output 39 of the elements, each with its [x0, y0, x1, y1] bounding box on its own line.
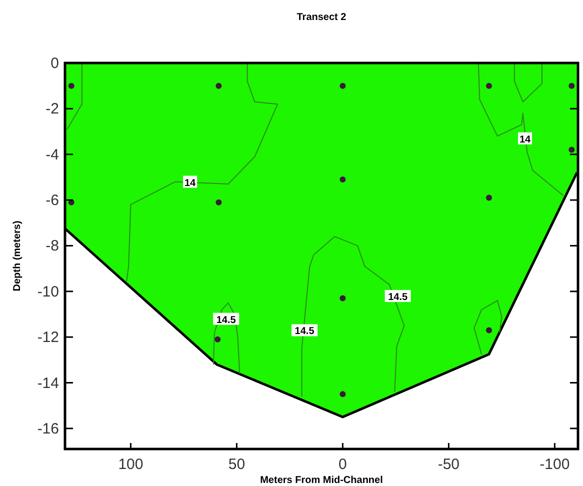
y-tick-label: -14 — [37, 374, 59, 392]
chart-title: Transect 2 — [296, 12, 347, 23]
point — [486, 327, 492, 334]
y-tick-label: -8 — [46, 238, 59, 255]
point — [68, 82, 74, 89]
point — [216, 199, 222, 206]
point — [340, 391, 346, 398]
point — [216, 82, 222, 89]
line-series — [478, 62, 564, 196]
point — [340, 295, 346, 302]
y-tick-label: -4 — [46, 146, 59, 164]
point — [340, 82, 346, 89]
y-tick-label: -16 — [37, 420, 59, 438]
y-tick-label: -6 — [46, 192, 59, 210]
x-tick-label: 0 — [338, 456, 347, 473]
x-axis-title: Meters From Mid-Channel — [260, 475, 384, 486]
x-tick-label: 100 — [118, 456, 144, 473]
point — [568, 146, 575, 153]
annotation: 14.5 — [388, 292, 408, 303]
y-tick-label: -10 — [37, 283, 59, 300]
annotation: 14.5 — [216, 314, 236, 326]
annotation: 14 — [519, 134, 532, 146]
y-axis-title: Depth (meters) — [12, 220, 23, 292]
annotation: 14 — [184, 178, 196, 189]
point — [568, 82, 575, 89]
point — [340, 176, 346, 182]
x-tick-label: 50 — [228, 456, 246, 473]
line-series — [514, 62, 542, 102]
y-tick-label: -2 — [46, 100, 59, 118]
y-tick-label: 0 — [50, 55, 59, 72]
x-tick-label: -100 — [540, 456, 570, 473]
y-tick-label: -12 — [37, 329, 59, 346]
line-series — [126, 62, 278, 283]
line-series — [474, 300, 502, 355]
point — [486, 82, 492, 89]
annotation: 14.5 — [294, 326, 315, 338]
x-tick-label: -50 — [438, 456, 460, 473]
point — [486, 194, 492, 201]
point — [214, 336, 221, 342]
